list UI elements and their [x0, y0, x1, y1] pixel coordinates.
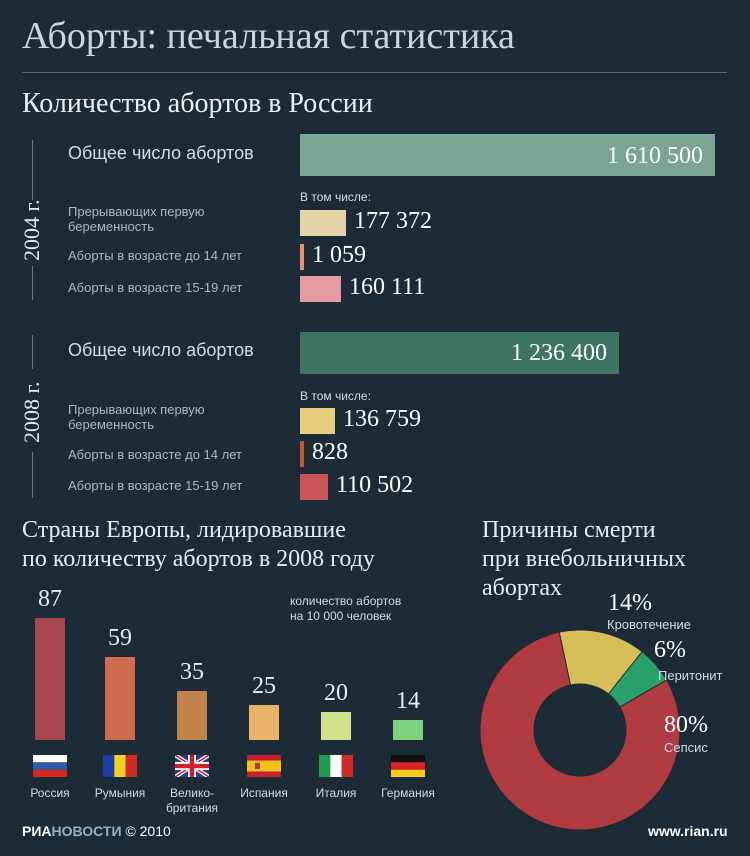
year-2004-line-bottom — [32, 266, 33, 300]
bar-first-pregnancy-2008 — [300, 408, 335, 434]
country-label: Россия — [30, 786, 70, 800]
value-under14-2008: 828 — [312, 439, 348, 465]
row-label-15-19-2008: Аборты в возрасте 15-19 лет — [68, 478, 243, 493]
europe-bar — [177, 691, 207, 740]
ria-novosti-logo: РИАНОВОСТИ © 2010 — [22, 823, 171, 839]
europe-bar — [105, 657, 135, 740]
bar-15-19-2004 — [300, 276, 341, 302]
russia-heading: Количество абортов в России — [22, 88, 373, 119]
row-label-under14-2008: Аборты в возрасте до 14 лет — [68, 447, 242, 462]
romania-flag — [103, 755, 137, 777]
page-title: Аборты: печальная статистика — [22, 15, 515, 57]
country-label: Велико- британия — [165, 786, 219, 815]
country-label: Румыния — [94, 786, 146, 800]
causes-heading: Причины смерти при внебольничных абортах — [482, 516, 686, 603]
italy-flag — [319, 755, 353, 777]
bar-under14-2008 — [300, 441, 304, 467]
year-2008-label: 2008 г. — [19, 381, 44, 443]
title-divider — [22, 72, 727, 73]
europe-unit-note: количество абортов на 10 000 человек — [290, 594, 401, 624]
causes-heading-line1: Причины смерти — [482, 517, 656, 543]
row-label-15-19-2004: Аборты в возрасте 15-19 лет — [68, 280, 243, 295]
value-under14-2004: 1 059 — [312, 242, 366, 268]
russia-flag — [33, 755, 67, 777]
cause-peritonitis-label: Перитонит — [658, 668, 723, 683]
europe-bar-value: 14 — [396, 688, 420, 714]
year-2008-line-top — [32, 335, 33, 369]
row-label-first-pregnancy-2004: Прерывающих первую беременность — [68, 204, 205, 234]
value-total-2008: 1 236 400 — [511, 340, 607, 366]
year-2004-line-top — [32, 140, 33, 200]
europe-bar — [321, 712, 351, 740]
europe-heading: Страны Европы, лидировавшие по количеств… — [22, 516, 375, 574]
country-label: Италия — [315, 786, 357, 800]
bar-total-2004 — [300, 134, 715, 176]
year-2004-label: 2004 г. — [19, 199, 44, 261]
causes-heading-line3: абортах — [482, 575, 562, 601]
includes-label-2008: В том числе: — [300, 389, 371, 403]
causes-donut-chart — [479, 629, 681, 831]
europe-bar — [35, 618, 65, 740]
causes-heading-line2: при внебольничных — [482, 546, 687, 572]
pct-bleeding: 14% — [608, 590, 652, 616]
site-url: www.rian.ru — [648, 823, 728, 839]
row-label-under14-2004: Аборты в возрасте до 14 лет — [68, 248, 242, 263]
europe-note-line1: количество абортов — [290, 594, 402, 608]
value-first-pregnancy-2004: 177 372 — [354, 208, 432, 234]
row-label-first-pregnancy-2008: Прерывающих первую беременность — [68, 402, 205, 432]
europe-bar-value: 87 — [38, 586, 62, 612]
europe-bar-value: 59 — [108, 625, 132, 651]
spain-flag — [247, 755, 281, 777]
bar-15-19-2008 — [300, 474, 328, 500]
germany-flag — [391, 755, 425, 777]
europe-bar-value: 25 — [252, 673, 276, 699]
europe-heading-line1: Страны Европы, лидировавшие — [22, 517, 346, 543]
bar-total-2008 — [300, 332, 619, 374]
country-label: Испания — [240, 786, 288, 800]
logo-novosti: НОВОСТИ — [51, 823, 122, 839]
country-label: Германия — [381, 786, 435, 800]
row-label-total-2008: Общее число абортов — [68, 340, 254, 360]
europe-note-line2: на 10 000 человек — [290, 609, 392, 623]
europe-heading-line2: по количеству абортов в 2008 году — [22, 546, 375, 572]
value-total-2004: 1 610 500 — [607, 143, 703, 169]
logo-ria: РИА — [22, 823, 52, 839]
europe-bar — [393, 720, 423, 740]
value-15-19-2008: 110 502 — [336, 472, 414, 498]
year-2008-line-bottom — [32, 452, 33, 498]
pct-peritonitis: 6% — [654, 637, 686, 663]
includes-label-2004: В том числе: — [300, 190, 371, 204]
bar-first-pregnancy-2004 — [300, 210, 346, 236]
donut-slice-sepsis — [479, 631, 681, 831]
pct-sepsis: 80% — [664, 712, 708, 738]
row-label-total-2004: Общее число абортов — [68, 143, 254, 163]
europe-bar-value: 20 — [324, 680, 348, 706]
bar-under14-2004 — [300, 244, 304, 270]
value-first-pregnancy-2008: 136 759 — [343, 406, 421, 432]
europe-bar-value: 35 — [180, 659, 204, 685]
cause-bleeding-label: Кровотечение — [607, 617, 692, 632]
uk-flag — [175, 755, 209, 777]
cause-sepsis-label: Сепсис — [664, 740, 708, 755]
copyright: © 2010 — [125, 823, 171, 839]
europe-bar — [249, 705, 279, 740]
value-15-19-2004: 160 111 — [349, 274, 426, 300]
